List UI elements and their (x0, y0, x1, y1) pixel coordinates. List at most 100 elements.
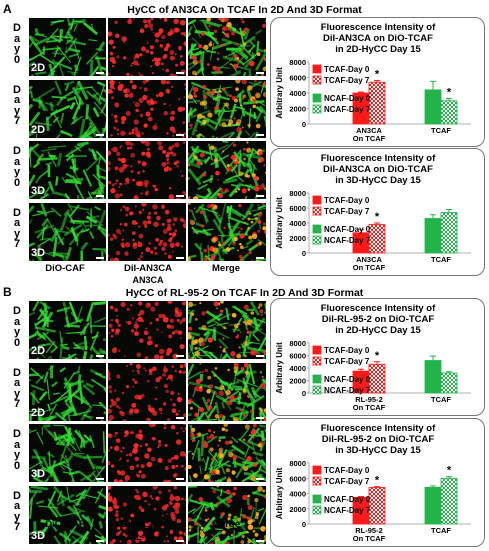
micrograph-merge (187, 362, 267, 422)
y-tick-label: 4000 (289, 219, 306, 228)
legend-label: NCAF-Day 7 (324, 236, 371, 245)
legend-label: TCAF-Day 7 (324, 207, 370, 216)
day-label-char: y (10, 44, 24, 55)
y-axis-label: Arbitrary Unit (275, 467, 284, 519)
day-label-char: y (10, 327, 24, 338)
y-tick-label: 4000 (289, 364, 306, 373)
x-tick-label: On TCAF (353, 134, 386, 143)
micrograph-merge (187, 140, 267, 200)
y-tick-label: 4000 (289, 89, 306, 98)
x-tick-label: On TCAF (353, 263, 386, 272)
bar (425, 487, 441, 524)
format-label: 3D (31, 468, 45, 480)
y-tick-label: 6000 (289, 352, 306, 361)
day-label-char: D (10, 146, 24, 157)
chart-title-line: DiI-RL-95-2 on DiO-TCAF (322, 434, 435, 445)
day-label-char: 7 (10, 522, 24, 533)
day-label-char: 0 (10, 55, 24, 66)
panel-b-column-dii: DiI-RL-95-2 (104, 519, 188, 530)
day-label-char: a (10, 378, 24, 389)
y-tick-label: 6000 (289, 474, 306, 483)
format-label: 3D (31, 530, 45, 542)
legend-swatch (313, 357, 321, 365)
y-tick-label: 0 (302, 120, 306, 129)
day-label-char: 0 (10, 461, 24, 472)
y-tick-label: 0 (302, 389, 306, 398)
legend-swatch (313, 375, 321, 383)
bar (425, 219, 441, 254)
format-label: 3D (31, 247, 45, 259)
micrograph-red (107, 423, 187, 483)
micrograph-merge (187, 79, 267, 139)
significance-star: * (375, 211, 380, 223)
legend-label: TCAF-Day 0 (324, 346, 370, 355)
legend-label: NCAF-Day 7 (324, 386, 371, 395)
legend-swatch (313, 506, 321, 514)
bar (369, 487, 385, 524)
bar (369, 225, 385, 254)
legend-swatch (313, 236, 321, 244)
legend-label: NCAF-Day 7 (324, 105, 371, 114)
x-tick-label: TCAF (431, 126, 451, 135)
panel-a-column-dio-caf: DiO-CAF (30, 263, 100, 274)
day-label-char: y (10, 167, 24, 178)
significance-star: * (447, 465, 452, 477)
day-label-char: D (10, 23, 24, 34)
bar (441, 478, 457, 524)
legend-swatch (313, 196, 321, 204)
legend-label: TCAF-Day 7 (324, 357, 370, 366)
day-label-char: 7 (10, 116, 24, 127)
legend-swatch (313, 105, 321, 113)
micrograph-red (107, 17, 187, 77)
panel-b-cell-line-label: RL-95-2 (104, 532, 188, 542)
bar (369, 82, 385, 124)
y-axis-label: Arbitrary Unit (275, 342, 284, 394)
panel-a-title: HyCC of AN3CA On TCAF In 2D And 3D Forma… (0, 4, 489, 16)
y-tick-label: 0 (302, 249, 306, 258)
chart-title-line: Fluorescence Intensity of (321, 423, 436, 434)
y-axis-label: Arbitrary Unit (275, 67, 284, 119)
significance-star: * (375, 68, 380, 80)
y-tick-label: 2000 (289, 505, 306, 514)
legend-swatch (313, 94, 321, 102)
chart-title-line: in 3D-HyCC Day 15 (335, 175, 421, 186)
legend-label: NCAF-Day 7 (324, 506, 371, 515)
y-tick-label: 2000 (289, 234, 306, 243)
day-label-char: a (10, 218, 24, 229)
legend-label: TCAF-Day 0 (324, 196, 370, 205)
legend-label: NCAF-Day 0 (324, 495, 371, 504)
micrograph-merge (187, 17, 267, 77)
legend-swatch (313, 386, 321, 394)
bar (425, 90, 441, 124)
significance-star: * (447, 86, 452, 98)
day-label-char: 7 (10, 239, 24, 250)
chart-title-line: Fluorescence Intensity of (321, 303, 436, 314)
y-tick-label: 8000 (289, 189, 306, 198)
y-tick-label: 6000 (289, 74, 306, 83)
micrograph-red (107, 140, 187, 200)
significance-star: * (375, 475, 380, 487)
format-label: 3D (31, 185, 45, 197)
bar (425, 361, 441, 394)
legend-swatch (313, 495, 321, 503)
legend-swatch (313, 477, 321, 485)
micrograph-merge (187, 485, 267, 545)
chart-title-line: DiI-AN3CA on DiO-TCAF (323, 33, 433, 44)
y-tick-label: 6000 (289, 204, 306, 213)
day-label-char: a (10, 501, 24, 512)
legend-swatch (313, 65, 321, 73)
significance-star: * (375, 350, 380, 362)
format-label: 2D (31, 345, 45, 357)
legend-swatch (313, 76, 321, 84)
chart-title-line: DiI-AN3CA on DiO-TCAF (323, 164, 433, 175)
day-label-char: D (10, 306, 24, 317)
